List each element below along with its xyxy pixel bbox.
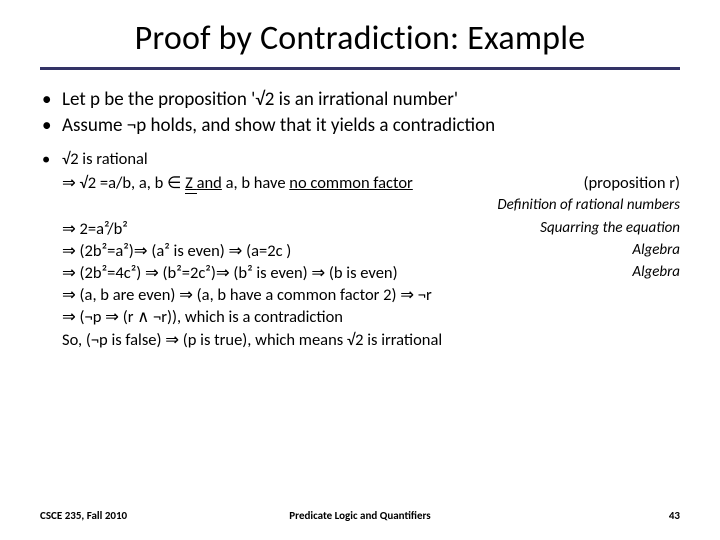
definition-note: Definition of rational numbers	[40, 196, 680, 215]
step-6: So, (¬p is false) ⇒ (p is true), which m…	[40, 330, 680, 351]
proposition-right: (proposition r)	[583, 173, 680, 194]
step-3-right: Algebra	[620, 263, 680, 284]
bullet-2: • Assume ¬p holds, and show that it yiel…	[40, 114, 680, 138]
content-area: • Let p be the proposition '√2 is an irr…	[40, 88, 680, 351]
proposition-left: ⇒ √2 =a/b, a, b ∈ Z and a, b have no com…	[62, 173, 413, 194]
step-2-right: Algebra	[620, 241, 680, 262]
step-5: ⇒ (¬p ⇒ (r ∧ ¬r)), which is a contradict…	[40, 307, 680, 328]
step-2-left: ⇒ (2b²=a²)⇒ (a² is even) ⇒ (a=2c )	[62, 241, 291, 262]
footer: CSCE 235, Fall 2010 Predicate Logic and …	[0, 509, 720, 522]
bullet-dot-icon: •	[40, 88, 62, 112]
bullet-3: • √2 is rational	[40, 149, 680, 170]
step-4: ⇒ (a, b are even) ⇒ (a, b have a common …	[40, 285, 680, 306]
bullet-1-text: Let p be the proposition '√2 is an irrat…	[62, 88, 680, 112]
step-5-left: ⇒ (¬p ⇒ (r ∧ ¬r)), which is a contradict…	[62, 307, 343, 328]
footer-left: CSCE 235, Fall 2010	[40, 509, 127, 522]
step-2: ⇒ (2b²=a²)⇒ (a² is even) ⇒ (a=2c ) Algeb…	[40, 241, 680, 262]
step-4-right	[668, 285, 680, 306]
footer-right: 43	[669, 509, 680, 522]
prop-and: and	[197, 173, 222, 193]
proposition-line: ⇒ √2 =a/b, a, b ∈ Z and a, b have no com…	[40, 173, 680, 194]
prop-nocommon: no common factor	[289, 173, 413, 193]
bullet-1: • Let p be the proposition '√2 is an irr…	[40, 88, 680, 112]
step-4-left: ⇒ (a, b are even) ⇒ (a, b have a common …	[62, 285, 432, 306]
prop-prefix: ⇒ √2 =a/b, a, b ∈	[62, 173, 185, 193]
step-1-right: Squarring the equation	[528, 219, 680, 240]
step-3: ⇒ (2b²=4c²) ⇒ (b²=2c²)⇒ (b² is even) ⇒ (…	[40, 263, 680, 284]
step-5-right	[668, 307, 680, 328]
bullet-3-text: √2 is rational	[62, 149, 680, 170]
step-1-left: ⇒ 2=a²/b²	[62, 219, 128, 240]
step-1: ⇒ 2=a²/b² Squarring the equation	[40, 219, 680, 240]
slide: Proof by Contradiction: Example • Let p …	[0, 0, 720, 540]
slide-title: Proof by Contradiction: Example	[40, 18, 680, 59]
step-3-left: ⇒ (2b²=4c²) ⇒ (b²=2c²)⇒ (b² is even) ⇒ (…	[62, 263, 398, 284]
prop-suffix: a, b have	[222, 173, 289, 193]
prop-z: Z	[185, 173, 196, 194]
sub-content: • √2 is rational ⇒ √2 =a/b, a, b ∈ Z and…	[40, 149, 680, 351]
bullet-dot-icon: •	[40, 114, 62, 138]
footer-center: Predicate Logic and Quantifiers	[289, 509, 430, 522]
bullet-dot-icon: •	[40, 149, 62, 170]
step-6-right	[668, 330, 680, 351]
bullet-2-text: Assume ¬p holds, and show that it yields…	[62, 114, 680, 138]
title-rule	[40, 67, 680, 70]
step-6-left: So, (¬p is false) ⇒ (p is true), which m…	[62, 330, 442, 351]
